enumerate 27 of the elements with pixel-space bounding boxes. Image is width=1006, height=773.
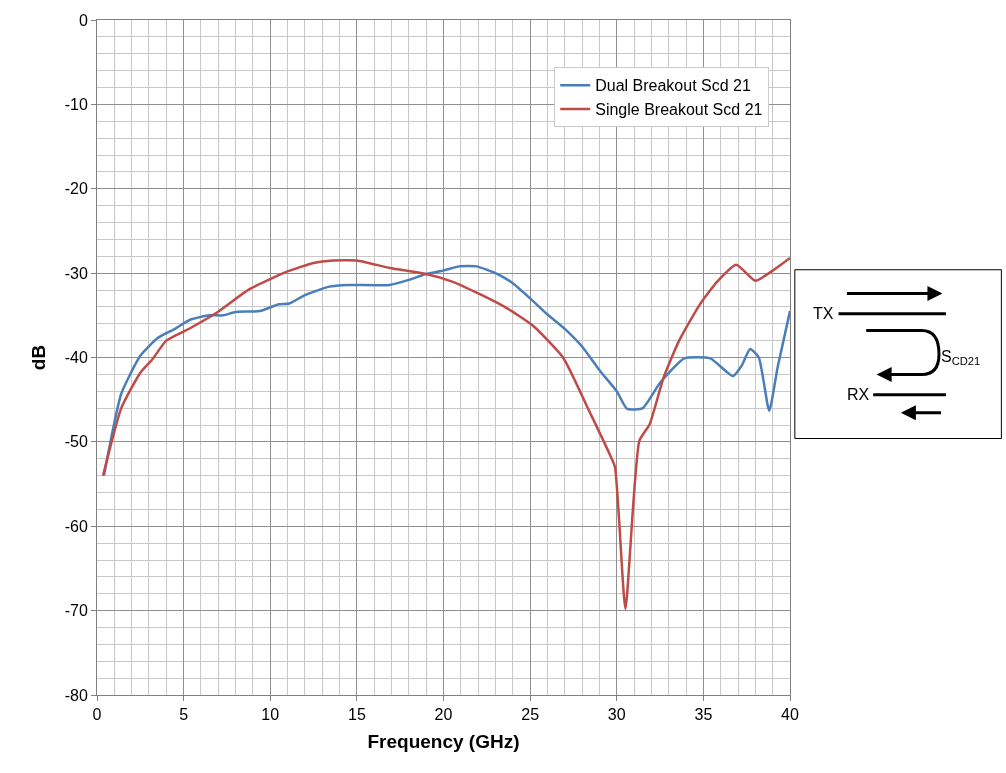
x-tick-label: 5 [179, 706, 189, 724]
x-tick-label: 40 [781, 706, 799, 724]
x-tick-label: 20 [434, 706, 453, 724]
x-tick-label: 15 [347, 706, 366, 724]
y-tick-label: -40 [64, 349, 88, 367]
y-tick-label: -60 [64, 517, 88, 535]
y-tick-label: -50 [64, 433, 88, 451]
text: RX [847, 386, 870, 403]
legend-label: Single Breakout Scd 21 [595, 101, 763, 119]
y-axis-title: dB [27, 344, 49, 371]
x-tick-label: 35 [694, 706, 713, 724]
y-tick-label: -20 [64, 180, 88, 198]
line-series [102, 264, 790, 477]
legend-label: Dual Breakout Scd 21 [595, 77, 751, 95]
y-tick-label: 0 [78, 11, 88, 29]
text: TX [813, 305, 834, 322]
y-tick-label: -10 [64, 95, 88, 113]
x-tick-label: 0 [92, 706, 102, 724]
text: S$_{CD21}$ [941, 348, 981, 368]
y-tick-label: -30 [64, 264, 88, 282]
x-axis-title: Frequency (GHz) [367, 731, 520, 752]
x-tick-label: 10 [261, 706, 280, 724]
y-tick-label: -70 [64, 602, 88, 620]
line-series [101, 256, 790, 611]
x-tick-label: 25 [521, 706, 540, 724]
x-tick-label: 30 [607, 706, 626, 724]
y-tick-label: -80 [64, 686, 88, 704]
